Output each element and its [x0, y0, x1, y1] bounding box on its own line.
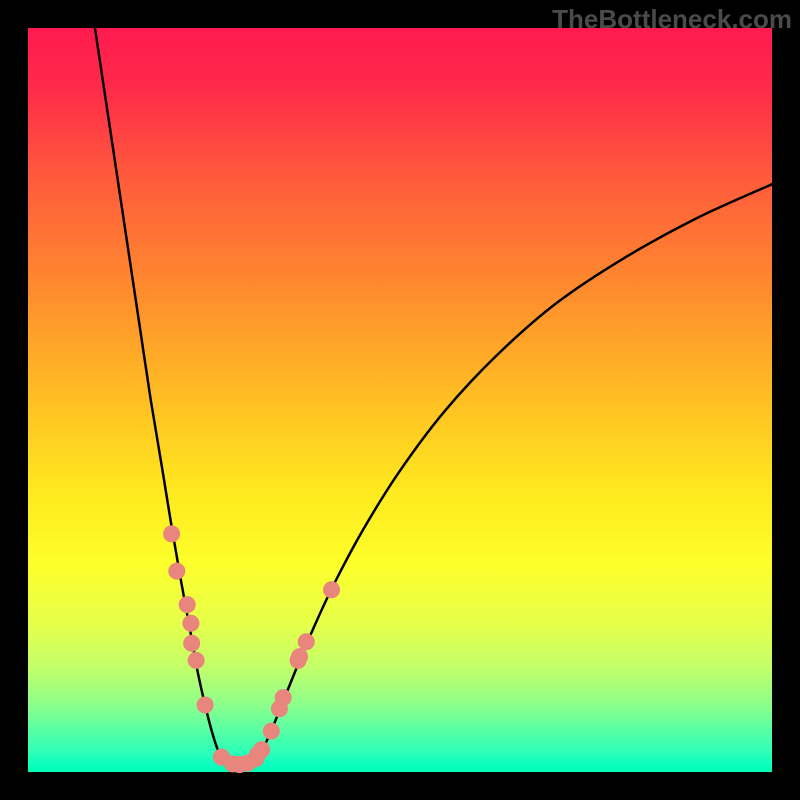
data-marker [292, 649, 308, 665]
chart-frame: TheBottleneck.com [0, 0, 800, 800]
data-marker [275, 690, 291, 706]
chart-svg [0, 0, 800, 800]
data-marker [188, 652, 204, 668]
data-marker [179, 597, 195, 613]
data-marker [164, 526, 180, 542]
data-marker [263, 723, 279, 739]
watermark-text: TheBottleneck.com [552, 0, 800, 35]
data-marker [250, 746, 266, 762]
data-marker [197, 697, 213, 713]
data-marker [183, 615, 199, 631]
data-marker [184, 635, 200, 651]
data-marker [169, 563, 185, 579]
plot-background [28, 28, 772, 772]
data-marker [324, 582, 340, 598]
data-marker [298, 634, 314, 650]
